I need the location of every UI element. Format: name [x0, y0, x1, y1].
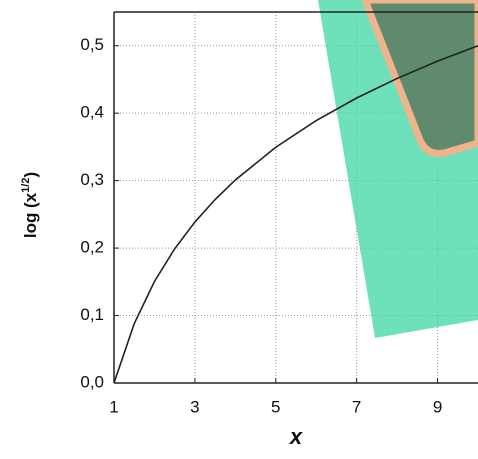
x-tick-label: 3: [190, 397, 199, 416]
y-tick-label: 0,0: [80, 372, 104, 391]
plot: [113, 44, 478, 384]
y-title-base: log (x: [21, 192, 40, 238]
x-tick-label: 1: [109, 397, 118, 416]
decorative-card: [361, 0, 478, 157]
y-tick-label: 0,5: [80, 35, 104, 54]
y-title-close: ): [21, 172, 40, 178]
y-title-sup: 1/2: [20, 178, 32, 193]
x-tick-label: 5: [271, 397, 280, 416]
x-axis-title: x: [289, 424, 303, 449]
y-tick-label: 0,3: [80, 170, 104, 189]
y-tick-label: 0,2: [80, 238, 104, 257]
y-tick-label: 0,1: [80, 305, 104, 324]
line: [113, 44, 478, 384]
y-axis-title: log (x1/2): [20, 172, 41, 238]
x-tick-label: 7: [352, 397, 361, 416]
y-tick-label: 0,4: [80, 103, 104, 122]
x-tick-label: 9: [433, 397, 442, 416]
